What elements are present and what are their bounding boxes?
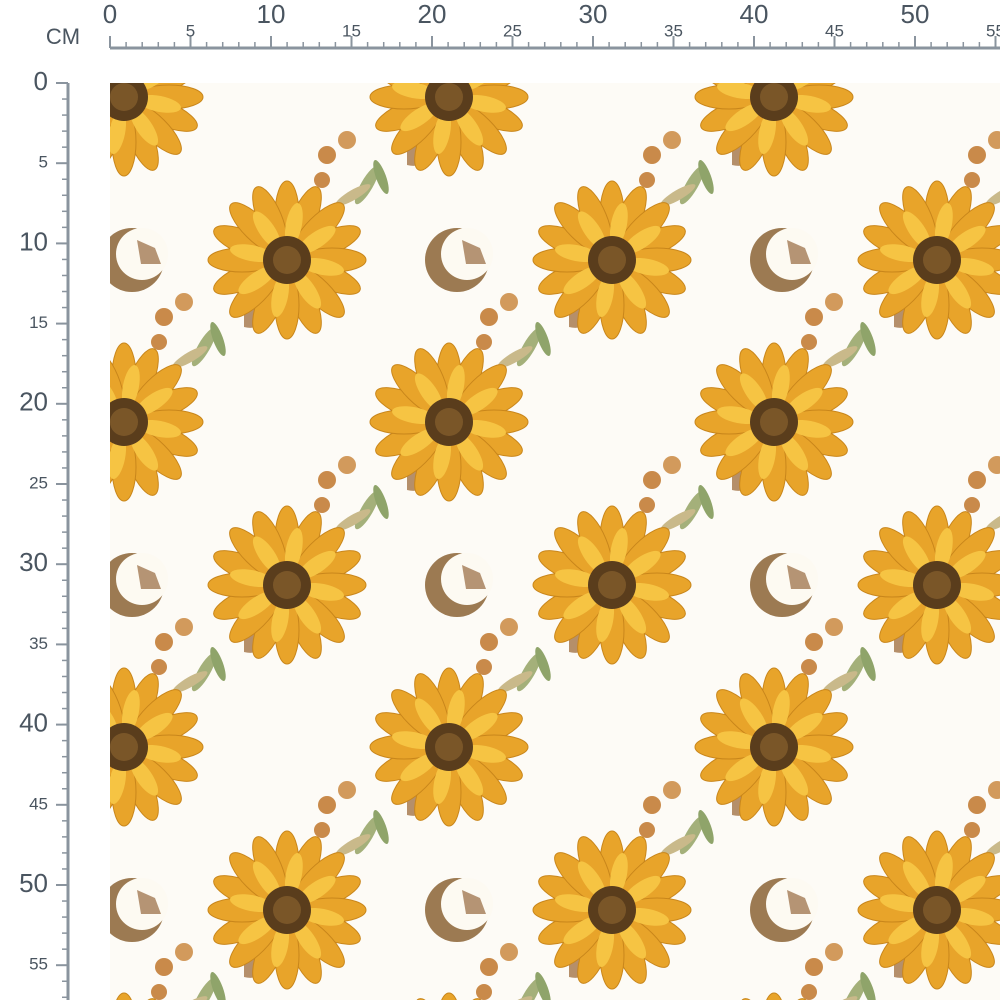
left-ruler-label: 10	[19, 226, 48, 256]
left-ruler-label: 0	[34, 66, 48, 96]
top-ruler-label: 45	[825, 21, 844, 40]
top-ruler-label: 5	[186, 21, 195, 40]
fabric-pattern	[110, 83, 1000, 1000]
top-ruler-label: 30	[579, 0, 608, 29]
left-ruler-label: 5	[39, 153, 48, 172]
left-ruler-label: 50	[19, 868, 48, 898]
unit-label: CM	[46, 24, 80, 49]
top-ruler-label: 10	[257, 0, 286, 29]
top-ruler-label: 35	[664, 21, 683, 40]
top-ruler-label: 55	[986, 21, 1000, 40]
left-ruler-label: 20	[19, 387, 48, 417]
top-ruler-label: 40	[740, 0, 769, 29]
top-ruler-label: 25	[503, 21, 522, 40]
left-ruler-label: 35	[29, 634, 48, 653]
left-ruler-label: 25	[29, 473, 48, 492]
left-ruler-label: 40	[19, 707, 48, 737]
left-ruler-label: 45	[29, 794, 48, 813]
left-ruler-label: 30	[19, 547, 48, 577]
top-ruler-label: 0	[103, 0, 117, 29]
top-ruler-label: 15	[342, 21, 361, 40]
top-ruler-label: 20	[418, 0, 447, 29]
left-ruler-label: 15	[29, 313, 48, 332]
top-ruler-label: 50	[901, 0, 930, 29]
left-ruler-label: 55	[29, 955, 48, 974]
